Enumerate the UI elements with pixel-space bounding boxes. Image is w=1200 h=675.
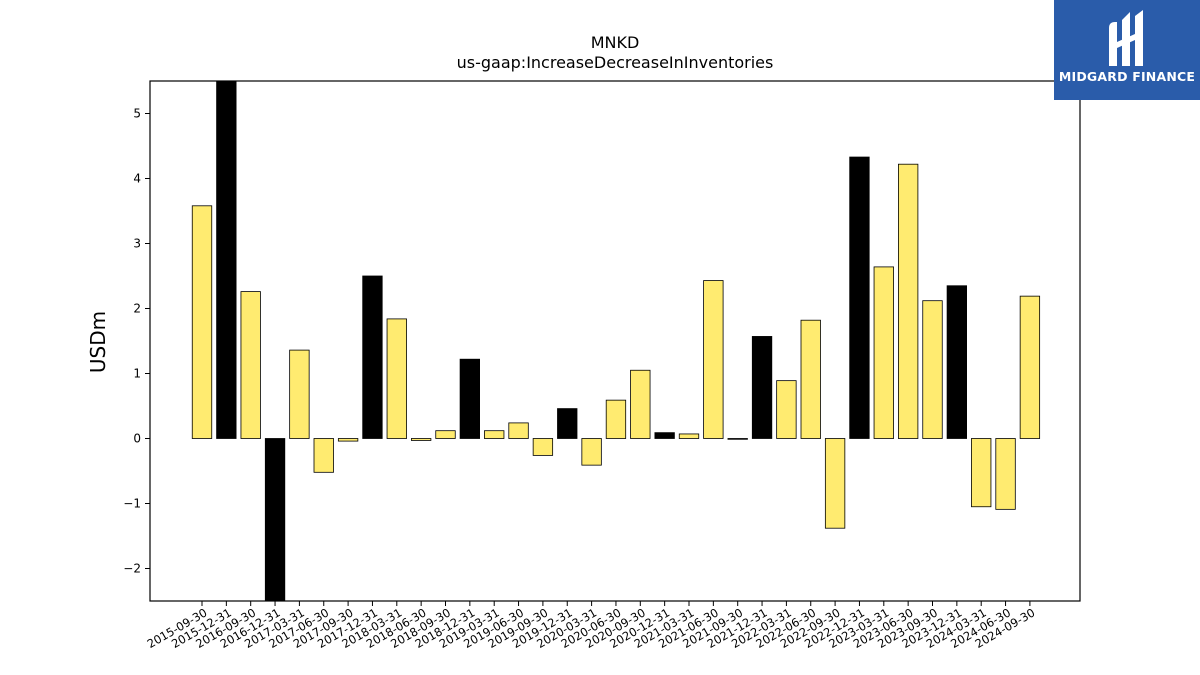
y-tick-label: 5 [133,107,141,121]
bar-2023-06-30 [898,163,919,439]
bar-2022-09-30 [824,438,846,529]
y-tick-label: 2 [133,302,141,316]
bar-2019-09-30 [532,438,554,456]
brand-name: MIDGARD FINANCE [1058,69,1196,84]
bar-2021-06-30 [703,280,724,439]
bar-2018-03-31 [386,318,407,439]
bar-2017-03-31 [289,349,310,439]
bar-2024-06-30 [995,438,1016,510]
y-tick-label: 1 [133,367,141,381]
bar-2017-12-31 [362,275,383,439]
brand-logo: MIDGARD FINANCE [1054,0,1200,100]
bar-2020-09-30 [630,369,651,439]
bar-2019-03-31 [484,430,505,439]
bar-2022-06-30 [800,319,821,439]
bar-2018-12-31 [459,358,481,439]
bar-2024-03-31 [971,438,992,508]
bar-2020-12-31 [654,432,675,439]
bar-2023-12-31 [946,285,967,439]
bar-2016-09-30 [240,291,261,439]
bar-2019-12-31 [557,408,578,439]
bar-2015-09-30 [191,205,213,439]
y-axis-label: USDm [86,311,110,373]
bar-2024-09-30 [1019,295,1041,439]
bar-2016-12-31 [264,438,286,601]
bar-2022-12-31 [849,156,870,439]
chart-subtitle: us-gaap:IncreaseDecreaseInInventories [457,53,774,72]
y-tick-label: −2 [123,562,141,576]
bar-2020-03-31 [581,438,602,466]
y-tick-label: 0 [133,432,141,446]
bar-2020-06-30 [605,399,627,439]
bar-2021-12-31 [751,336,773,439]
y-tick-label: 4 [133,172,141,186]
bar-2023-09-30 [922,300,943,439]
bar-2015-12-31 [216,81,237,439]
bar-2022-03-31 [776,380,797,439]
logo-mark-icon [1109,10,1143,66]
plot-frame [149,80,1081,602]
bar-2017-09-30 [337,438,359,442]
bar-2021-09-30 [727,438,748,440]
bar-2019-06-30 [508,422,529,439]
bar-2023-03-31 [873,266,894,439]
y-tick-label: 3 [133,237,141,251]
y-tick-label: −1 [123,497,141,511]
bar-2017-06-30 [313,438,334,473]
bar-2021-03-31 [678,433,700,439]
bar-2018-09-30 [435,430,456,439]
chart-title: MNKD [591,33,640,52]
bar-2018-06-30 [410,438,432,441]
